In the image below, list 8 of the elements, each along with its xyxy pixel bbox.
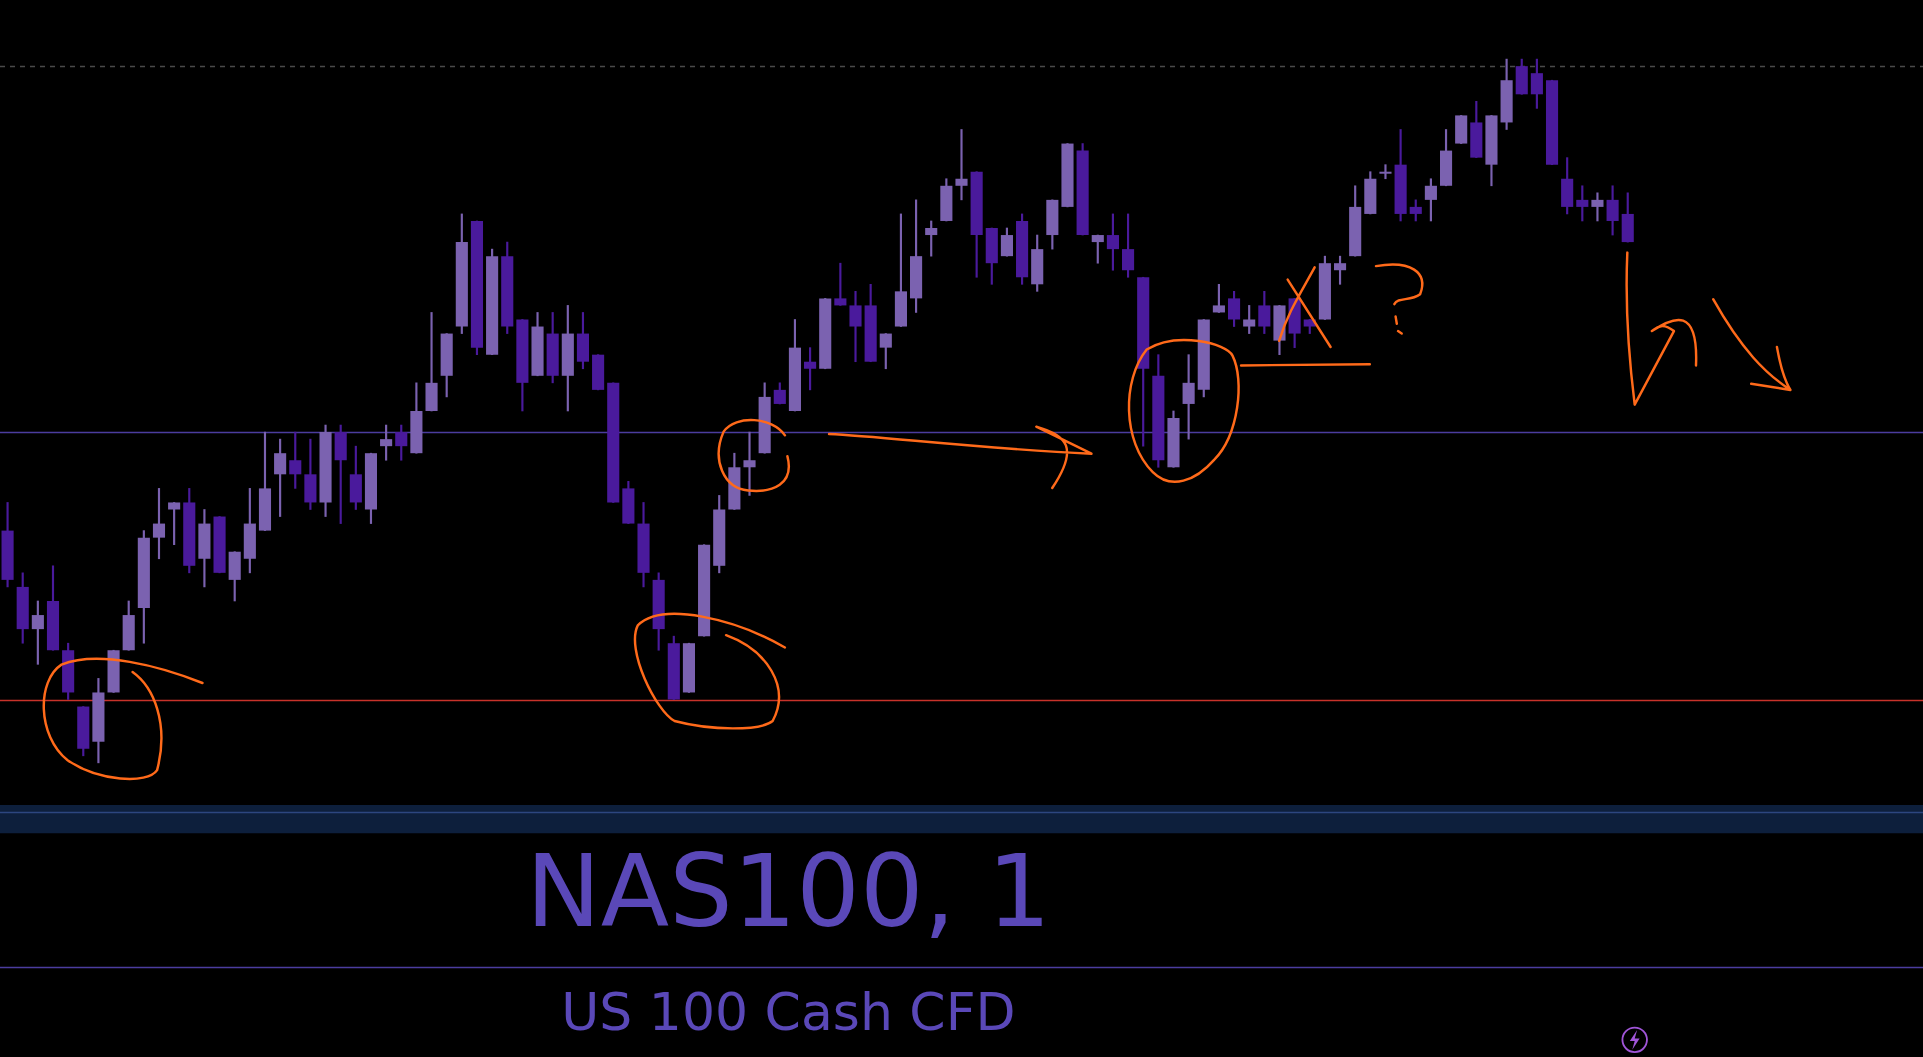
candlestick: [955, 129, 968, 201]
candlestick: [1591, 192, 1604, 222]
text: NAS100, 1: [526, 833, 1051, 951]
candlestick: [849, 291, 862, 363]
candlestick: [425, 312, 438, 412]
text: US 100 Cash CFD: [561, 981, 1016, 1042]
candlestick: [1379, 164, 1392, 180]
candlestick: [743, 431, 756, 496]
